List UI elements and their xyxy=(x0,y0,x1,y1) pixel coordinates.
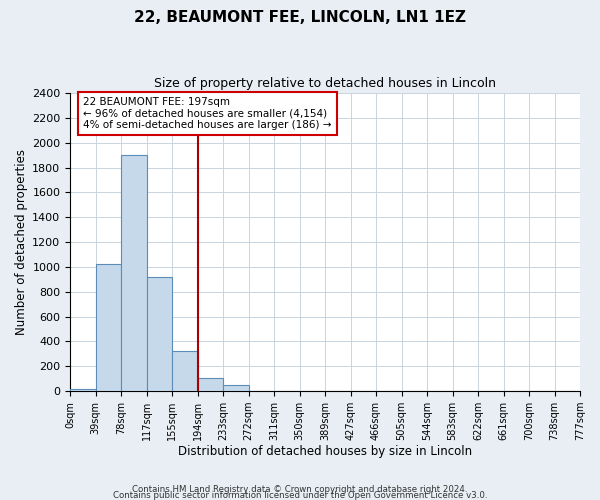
Bar xyxy=(172,352,197,391)
Text: 22 BEAUMONT FEE: 197sqm
← 96% of detached houses are smaller (4,154)
4% of semi-: 22 BEAUMONT FEE: 197sqm ← 96% of detache… xyxy=(83,97,331,130)
Text: 22, BEAUMONT FEE, LINCOLN, LN1 1EZ: 22, BEAUMONT FEE, LINCOLN, LN1 1EZ xyxy=(134,10,466,25)
X-axis label: Distribution of detached houses by size in Lincoln: Distribution of detached houses by size … xyxy=(178,444,472,458)
Bar xyxy=(70,388,95,391)
Y-axis label: Number of detached properties: Number of detached properties xyxy=(15,149,28,335)
Bar xyxy=(197,378,223,391)
Bar xyxy=(121,155,146,391)
Bar xyxy=(95,264,121,391)
Bar xyxy=(146,277,172,391)
Title: Size of property relative to detached houses in Lincoln: Size of property relative to detached ho… xyxy=(154,78,496,90)
Bar xyxy=(223,385,248,391)
Text: Contains public sector information licensed under the Open Government Licence v3: Contains public sector information licen… xyxy=(113,490,487,500)
Text: Contains HM Land Registry data © Crown copyright and database right 2024.: Contains HM Land Registry data © Crown c… xyxy=(132,484,468,494)
